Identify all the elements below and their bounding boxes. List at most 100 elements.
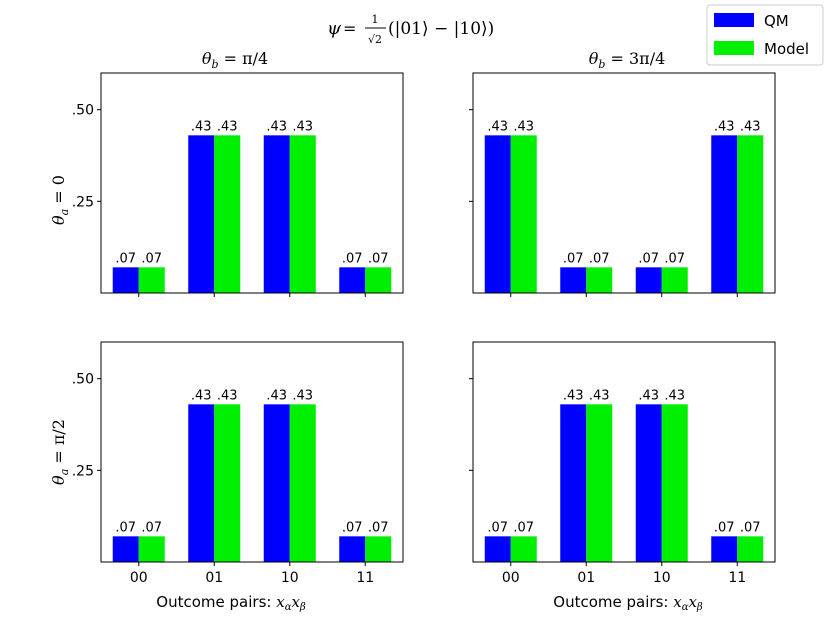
- bar-value-label: .07: [740, 520, 761, 535]
- bar-value-label: .43: [292, 388, 313, 403]
- bar-qm-10: [263, 404, 290, 562]
- x-axis-label-right: Outcome pairs: xαxβ: [553, 593, 703, 613]
- axes-frame: [472, 72, 776, 294]
- plot-area: [101, 342, 403, 562]
- x-axis-math-x2: x: [688, 593, 697, 611]
- x-tick-label-11: 11: [356, 570, 374, 586]
- x-axis-math-x: x: [673, 593, 682, 611]
- legend: QM Model: [706, 4, 824, 66]
- legend-qm-label: QM: [764, 12, 789, 30]
- theta-sub: b: [211, 58, 218, 71]
- bar-value-label: .43: [217, 388, 238, 403]
- theta-value: = 0: [49, 175, 68, 209]
- bar-qm-01: [188, 404, 215, 562]
- bar-model-00: [510, 536, 537, 562]
- bar-model-00: [510, 135, 537, 293]
- bar-model-11: [737, 536, 764, 562]
- bar-value-label: .43: [191, 119, 212, 134]
- x-tick-label-10: 10: [281, 570, 299, 586]
- suptitle-state: (|01⟩ − |10⟩): [388, 19, 494, 39]
- y-tick-label: .50: [72, 103, 94, 119]
- bar-value-label: .43: [191, 388, 212, 403]
- x-tick-label-00: 00: [502, 570, 520, 586]
- panel-top-right: .43 .07 .07 .43 .43 .07 .07 .43: [469, 72, 776, 297]
- legend-model-label: Model: [764, 40, 809, 58]
- bar-value-label: .07: [589, 251, 610, 266]
- bar-qm-11: [339, 536, 366, 562]
- bar-value-label: .07: [368, 520, 389, 535]
- bar-model-11: [737, 135, 764, 293]
- bar-value-label: .43: [714, 119, 735, 134]
- y-tick-label: .25: [72, 463, 94, 479]
- x-axis-math-x: x: [276, 593, 285, 611]
- column-title-right: θb = 3π/4: [589, 49, 666, 71]
- bar-model-10: [661, 267, 688, 293]
- bar-value-label: .43: [664, 388, 685, 403]
- bar-value-label: .07: [115, 251, 136, 266]
- theta-symbol: θ: [49, 215, 68, 225]
- theta-sub: b: [598, 58, 605, 71]
- plot-area: [101, 73, 403, 293]
- x-axis-math-x2: x: [291, 593, 300, 611]
- x-axis-math-sub-alpha: α: [285, 602, 292, 613]
- bar-model-01: [586, 404, 613, 562]
- bar-value-label: .07: [664, 251, 685, 266]
- axes-frame: [100, 341, 404, 563]
- row-label-top: θa = 0: [49, 175, 71, 225]
- suptitle-eq: =: [343, 19, 356, 38]
- bar-model-11: [365, 536, 392, 562]
- bar-model-00: [138, 267, 165, 293]
- bar-model-00: [138, 536, 165, 562]
- x-tick-label-00: 00: [130, 570, 148, 586]
- bar-value-label: .43: [638, 388, 659, 403]
- axes-frame: [100, 72, 404, 294]
- bar-value-label: .07: [342, 520, 363, 535]
- bar-qm-10: [635, 404, 662, 562]
- bar-value-label: .07: [487, 520, 508, 535]
- row-label-bottom: θa = π/2: [49, 419, 71, 485]
- bar-value-label: .07: [638, 251, 659, 266]
- bar-value-label: .43: [292, 119, 313, 134]
- x-tick-label-10: 10: [653, 570, 671, 586]
- bar-qm-00: [484, 536, 511, 562]
- plot-area: [473, 342, 775, 562]
- bar-qm-10: [635, 267, 662, 293]
- bar-qm-10: [263, 135, 290, 293]
- bar-qm-00: [112, 267, 139, 293]
- suptitle-den: √2: [368, 33, 382, 46]
- bar-value-label: .07: [368, 251, 389, 266]
- bar-qm-11: [711, 536, 738, 562]
- bar-value-label: .43: [266, 388, 287, 403]
- x-tick-label-01: 01: [205, 570, 223, 586]
- y-tick-label: .50: [72, 372, 94, 388]
- bar-value-label: .43: [740, 119, 761, 134]
- theta-value: = π/2: [49, 419, 68, 469]
- x-axis-label-text: Outcome pairs:: [553, 593, 673, 611]
- suptitle-num: 1: [372, 13, 379, 26]
- bar-value-label: .43: [266, 119, 287, 134]
- theta-symbol: θ: [202, 49, 212, 68]
- bar-model-01: [586, 267, 613, 293]
- x-axis-math-sub-alpha: α: [682, 602, 689, 613]
- bar-model-10: [661, 404, 688, 562]
- panel-bottom-right: .07 .43 .43 .07 .07 .43 .43 .07 00 01 10 11: [469, 341, 776, 586]
- bar-value-label: .43: [513, 119, 534, 134]
- bar-qm-01: [560, 404, 587, 562]
- x-axis-label-text: Outcome pairs:: [156, 593, 276, 611]
- bar-value-label: .07: [141, 251, 162, 266]
- bar-value-label: .07: [342, 251, 363, 266]
- bar-value-label: .07: [513, 520, 534, 535]
- bar-value-label: .43: [217, 119, 238, 134]
- bar-qm-11: [711, 135, 738, 293]
- legend-qm-swatch: [714, 13, 754, 27]
- theta-sub: a: [58, 209, 71, 216]
- theta-symbol: θ: [589, 49, 599, 68]
- legend-model-swatch: [714, 41, 754, 55]
- bar-qm-01: [188, 135, 215, 293]
- bar-qm-11: [339, 267, 366, 293]
- theta-value: = π/4: [219, 49, 269, 68]
- x-axis-math-sub-beta: β: [299, 602, 306, 613]
- theta-value: = 3π/4: [605, 49, 665, 68]
- axes-frame: [472, 341, 776, 563]
- bar-model-01: [214, 135, 241, 293]
